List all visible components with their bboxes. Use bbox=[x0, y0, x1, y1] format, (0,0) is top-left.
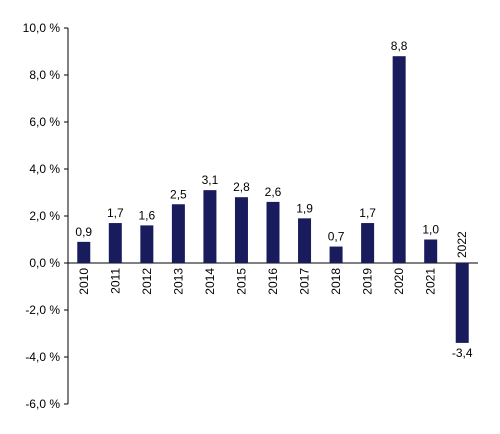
y-tick-label: 6,0 % bbox=[29, 115, 60, 129]
category-label-2015: 2015 bbox=[234, 268, 248, 295]
bar-2011 bbox=[108, 223, 122, 263]
y-tick-label: -4,0 % bbox=[25, 350, 60, 364]
y-tick-label: -6,0 % bbox=[25, 397, 60, 411]
bar-2014 bbox=[203, 190, 217, 263]
bar-2013 bbox=[171, 204, 185, 263]
data-label-2019: 1,7 bbox=[359, 206, 376, 220]
y-tick-label: -2,0 % bbox=[25, 303, 60, 317]
bar-2010 bbox=[77, 241, 91, 263]
data-label-2015: 2,8 bbox=[233, 180, 250, 194]
category-label-2013: 2013 bbox=[171, 268, 185, 295]
data-label-2016: 2,6 bbox=[265, 185, 282, 199]
data-label-2022: -3,4 bbox=[452, 346, 473, 360]
data-label-2018: 0,7 bbox=[328, 230, 345, 244]
bar-2018 bbox=[329, 246, 343, 263]
data-label-2014: 3,1 bbox=[202, 173, 219, 187]
data-label-2017: 1,9 bbox=[296, 201, 313, 215]
bar-2019 bbox=[361, 223, 375, 263]
data-label-2013: 2,5 bbox=[170, 187, 187, 201]
y-tick-label: 0,0 % bbox=[29, 256, 60, 270]
data-label-2011: 1,7 bbox=[107, 206, 124, 220]
category-label-2016: 2016 bbox=[266, 268, 280, 295]
category-label-2022: 2022 bbox=[455, 231, 469, 258]
y-tick-label: 2,0 % bbox=[29, 209, 60, 223]
data-label-2012: 1,6 bbox=[139, 208, 156, 222]
data-label-2021: 1,0 bbox=[422, 223, 439, 237]
data-label-2020: 8,8 bbox=[391, 39, 408, 53]
y-tick-label: 10,0 % bbox=[23, 21, 61, 35]
bar-2022 bbox=[455, 263, 469, 343]
data-label-2010: 0,9 bbox=[75, 225, 92, 239]
category-label-2011: 2011 bbox=[108, 268, 122, 294]
category-label-2017: 2017 bbox=[298, 268, 312, 295]
bar-2016 bbox=[266, 201, 280, 263]
y-tick-label: 8,0 % bbox=[29, 68, 60, 82]
bar-2017 bbox=[298, 218, 312, 263]
y-tick-label: 4,0 % bbox=[29, 162, 60, 176]
category-label-2021: 2021 bbox=[424, 268, 438, 295]
bar-2020 bbox=[392, 56, 406, 264]
category-label-2012: 2012 bbox=[140, 268, 154, 295]
bar-2015 bbox=[234, 197, 248, 263]
category-label-2010: 2010 bbox=[77, 268, 91, 295]
category-label-2019: 2019 bbox=[361, 268, 375, 295]
category-label-2018: 2018 bbox=[329, 268, 343, 295]
bar-2021 bbox=[424, 239, 438, 263]
category-label-2014: 2014 bbox=[203, 268, 217, 295]
category-label-2020: 2020 bbox=[392, 268, 406, 295]
bar-2012 bbox=[140, 225, 154, 263]
